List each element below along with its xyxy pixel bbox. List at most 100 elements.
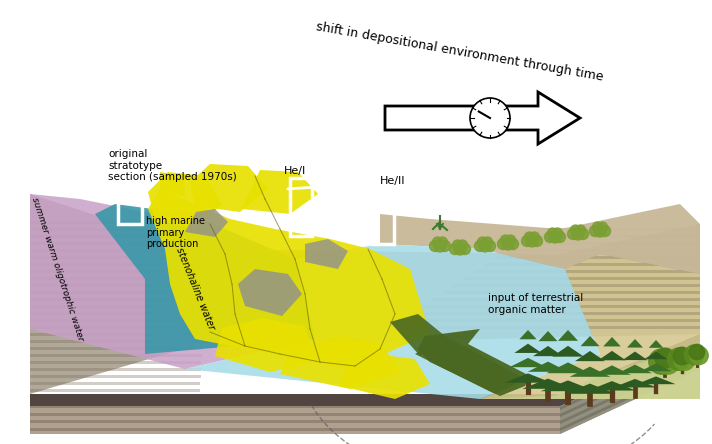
Circle shape	[470, 98, 510, 138]
Polygon shape	[396, 326, 430, 362]
Polygon shape	[30, 277, 206, 280]
Circle shape	[668, 348, 690, 370]
Polygon shape	[537, 228, 700, 231]
Polygon shape	[30, 194, 315, 369]
Polygon shape	[30, 334, 700, 406]
Polygon shape	[305, 239, 348, 269]
Polygon shape	[30, 291, 205, 294]
Circle shape	[597, 222, 607, 232]
Polygon shape	[644, 352, 667, 359]
Polygon shape	[30, 354, 201, 357]
Circle shape	[506, 235, 515, 245]
Circle shape	[525, 232, 535, 242]
Polygon shape	[148, 189, 430, 369]
Polygon shape	[215, 318, 315, 372]
Circle shape	[553, 228, 562, 238]
Circle shape	[592, 222, 602, 232]
Polygon shape	[30, 319, 204, 322]
Circle shape	[555, 231, 565, 242]
Polygon shape	[618, 365, 652, 373]
Polygon shape	[560, 363, 700, 431]
Polygon shape	[519, 330, 537, 339]
Polygon shape	[30, 361, 201, 364]
Polygon shape	[546, 362, 590, 373]
Circle shape	[429, 241, 441, 251]
Circle shape	[655, 348, 675, 368]
Circle shape	[439, 241, 451, 251]
Text: input of terrestrial
organic matter: input of terrestrial organic matter	[488, 293, 583, 315]
Polygon shape	[418, 329, 530, 396]
Polygon shape	[30, 242, 207, 245]
Polygon shape	[30, 340, 202, 343]
Polygon shape	[30, 256, 206, 259]
Polygon shape	[514, 344, 542, 353]
Polygon shape	[30, 263, 206, 266]
Polygon shape	[538, 331, 557, 341]
Polygon shape	[564, 384, 616, 394]
Circle shape	[689, 344, 705, 360]
Polygon shape	[30, 249, 207, 252]
Polygon shape	[30, 389, 200, 392]
Circle shape	[600, 226, 610, 237]
Circle shape	[590, 226, 600, 237]
Circle shape	[649, 349, 674, 374]
Polygon shape	[613, 379, 656, 388]
Circle shape	[478, 237, 488, 247]
Polygon shape	[30, 333, 203, 336]
Circle shape	[501, 235, 511, 245]
Circle shape	[684, 345, 704, 365]
Polygon shape	[148, 172, 222, 229]
Polygon shape	[30, 420, 560, 424]
Polygon shape	[649, 340, 664, 348]
Circle shape	[458, 240, 468, 250]
Polygon shape	[30, 382, 200, 385]
Polygon shape	[522, 379, 574, 389]
Polygon shape	[637, 377, 676, 384]
Bar	[290, 178, 312, 236]
Polygon shape	[30, 305, 204, 308]
Polygon shape	[422, 305, 700, 308]
Polygon shape	[30, 368, 201, 371]
Polygon shape	[560, 335, 700, 403]
Text: stenohaline water: stenohaline water	[174, 246, 216, 332]
Polygon shape	[30, 270, 206, 273]
Circle shape	[674, 347, 691, 365]
Bar	[118, 152, 142, 224]
Circle shape	[570, 225, 580, 235]
Circle shape	[577, 229, 589, 239]
Polygon shape	[280, 336, 400, 389]
Polygon shape	[30, 398, 560, 401]
Polygon shape	[640, 363, 671, 371]
Polygon shape	[495, 256, 700, 259]
Polygon shape	[30, 312, 204, 315]
Text: high marine
primary
production: high marine primary production	[146, 216, 205, 249]
Polygon shape	[390, 314, 445, 356]
Circle shape	[449, 243, 461, 254]
Circle shape	[479, 240, 491, 252]
Polygon shape	[30, 235, 208, 238]
Circle shape	[567, 229, 578, 239]
Circle shape	[690, 346, 708, 365]
Circle shape	[548, 228, 557, 238]
Polygon shape	[242, 170, 318, 214]
Circle shape	[434, 240, 446, 252]
Polygon shape	[30, 413, 560, 416]
Text: hypoxy: hypoxy	[322, 182, 365, 195]
Circle shape	[531, 235, 543, 246]
Polygon shape	[484, 263, 700, 266]
Circle shape	[453, 240, 463, 250]
Polygon shape	[190, 164, 268, 212]
Circle shape	[437, 237, 448, 247]
Polygon shape	[622, 352, 647, 360]
Circle shape	[508, 238, 518, 250]
Polygon shape	[560, 349, 700, 417]
Polygon shape	[400, 319, 700, 322]
Circle shape	[484, 241, 496, 251]
Circle shape	[474, 241, 486, 251]
Polygon shape	[185, 244, 600, 399]
Polygon shape	[627, 339, 643, 348]
Polygon shape	[340, 354, 430, 399]
Polygon shape	[509, 358, 547, 367]
Circle shape	[572, 228, 584, 240]
Polygon shape	[30, 221, 209, 224]
